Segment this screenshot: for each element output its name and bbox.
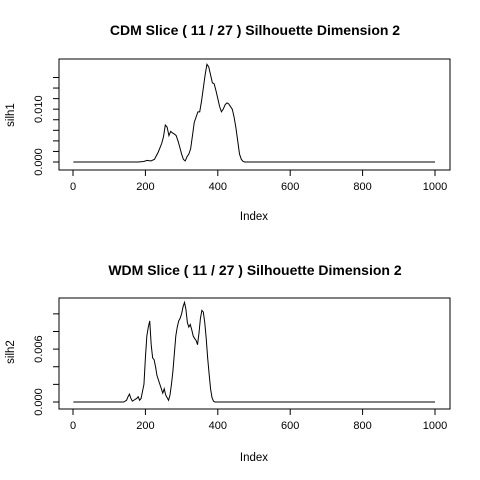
chart-title: CDM Slice ( 11 / 27 ) Silhouette Dimensi… [110, 22, 400, 38]
plot-frame [58, 297, 451, 410]
x-tick-label: 1000 [423, 181, 447, 193]
x-axis-label: Index [240, 452, 268, 464]
x-tick-label: 1000 [423, 420, 447, 432]
x-tick-label: 800 [353, 420, 371, 432]
x-tick-label: 0 [70, 181, 76, 193]
y-axis: 0.000 0.010 [33, 76, 59, 176]
x-tick-label: 600 [281, 420, 299, 432]
x-tick-label: 600 [281, 181, 299, 193]
x-tick-label: 400 [209, 181, 227, 193]
y-tick-label: 0.000 [33, 148, 45, 176]
x-axis: 0 200 400 600 800 1000 [70, 409, 447, 432]
x-tick-label: 400 [209, 420, 227, 432]
x-tick-label: 200 [136, 181, 154, 193]
x-tick-label: 200 [136, 420, 154, 432]
x-axis-label: Index [240, 211, 268, 223]
chart-title: WDM Slice ( 11 / 27 ) Silhouette Dimensi… [108, 262, 402, 278]
y-axis: 0.000 0.006 [33, 313, 59, 416]
x-tick-label: 800 [353, 181, 371, 193]
y-tick-label: 0.006 [33, 335, 45, 363]
x-tick-label: 0 [70, 420, 76, 432]
panel-cdm: CDM Slice ( 11 / 27 ) Silhouette Dimensi… [5, 22, 451, 223]
series-line [73, 300, 435, 403]
y-tick-label: 0.010 [33, 95, 45, 123]
plot-frame [58, 58, 451, 171]
x-axis: 0 200 400 600 800 1000 [70, 170, 447, 193]
y-axis-label: silh2 [5, 340, 17, 364]
y-tick-label: 0.000 [33, 388, 45, 416]
panel-wdm: WDM Slice ( 11 / 27 ) Silhouette Dimensi… [5, 262, 451, 464]
y-axis-label: silh1 [5, 103, 17, 127]
series-line [73, 62, 435, 163]
